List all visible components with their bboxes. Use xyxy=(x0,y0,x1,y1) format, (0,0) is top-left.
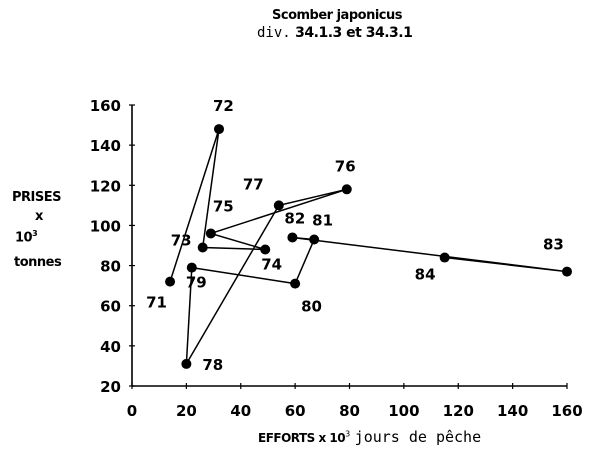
y-axis-label-exponent: 3 xyxy=(32,229,38,238)
y-tick-label: 160 xyxy=(90,97,121,115)
data-point-82 xyxy=(287,232,298,243)
data-label-74: 74 xyxy=(261,256,282,274)
data-point-81 xyxy=(309,234,320,245)
data-point-73 xyxy=(197,242,208,253)
x-tick-label: 140 xyxy=(497,402,528,420)
x-tick-label: 60 xyxy=(285,402,306,420)
y-tick-label: 80 xyxy=(100,258,121,276)
data-label-76: 76 xyxy=(335,157,356,175)
y-tick-label: 100 xyxy=(90,217,121,235)
data-label-80: 80 xyxy=(301,298,322,316)
y-tick-label: 120 xyxy=(90,177,121,195)
chart-subtitle: div. 34.1.3 et 34.3.1 xyxy=(257,25,413,41)
chart-title: Scomber japonicus xyxy=(272,8,402,23)
y-tick-label: 40 xyxy=(100,338,121,356)
data-point-78 xyxy=(181,358,192,369)
y-tick-label: 60 xyxy=(100,298,121,316)
x-tick-label: 20 xyxy=(176,402,197,420)
y-tick-label: 140 xyxy=(90,137,121,155)
x-tick-label: 40 xyxy=(230,402,251,420)
x-tick-label: 80 xyxy=(339,402,360,420)
subtitle-divisions: 34.1.3 et 34.3.1 xyxy=(295,25,413,41)
data-point-77 xyxy=(273,200,284,211)
x-tick-label: 160 xyxy=(551,402,582,420)
y-axis-label-line1: PRISES xyxy=(12,190,61,205)
data-point-83 xyxy=(562,266,572,277)
x-axis-label-exponent: 3 xyxy=(345,429,351,439)
data-point-79 xyxy=(186,262,197,273)
x-axis-label: EFFORTS x 103 jours de pêche xyxy=(258,428,481,446)
data-label-84: 84 xyxy=(415,266,436,284)
data-label-78: 78 xyxy=(202,356,223,374)
data-label-73: 73 xyxy=(171,232,192,250)
data-label-72: 72 xyxy=(213,97,234,115)
subtitle-prefix: div. xyxy=(257,25,291,41)
y-tick-label: 20 xyxy=(100,378,121,396)
data-label-79: 79 xyxy=(186,274,207,292)
data-point-80 xyxy=(290,278,301,289)
y-axis-label-ten: 10 xyxy=(15,230,33,246)
y-axis-label-line2: x xyxy=(35,209,43,224)
data-point-75 xyxy=(205,228,216,239)
x-tick-label: 0 xyxy=(127,402,137,420)
x-axis-label-main: EFFORTS x 10 xyxy=(258,431,346,445)
y-axis-label-line4: tonnes xyxy=(14,255,62,270)
x-tick-label: 120 xyxy=(443,402,474,420)
trajectory-line xyxy=(169,128,568,365)
data-label-82: 82 xyxy=(284,209,305,227)
x-axis-label-unit: jours de pêche xyxy=(354,428,482,446)
data-label-81: 81 xyxy=(312,211,333,229)
data-point-74 xyxy=(260,244,271,255)
y-axis-label-line3: 103 xyxy=(15,229,38,246)
data-point-71 xyxy=(165,276,176,287)
data-label-75: 75 xyxy=(213,197,234,215)
data-label-71: 71 xyxy=(146,294,167,312)
data-point-72 xyxy=(214,124,224,135)
data-label-77: 77 xyxy=(243,175,264,193)
data-point-84 xyxy=(439,252,450,263)
data-label-83: 83 xyxy=(543,236,564,254)
data-point-76 xyxy=(341,184,352,195)
x-tick-label: 100 xyxy=(388,402,419,420)
